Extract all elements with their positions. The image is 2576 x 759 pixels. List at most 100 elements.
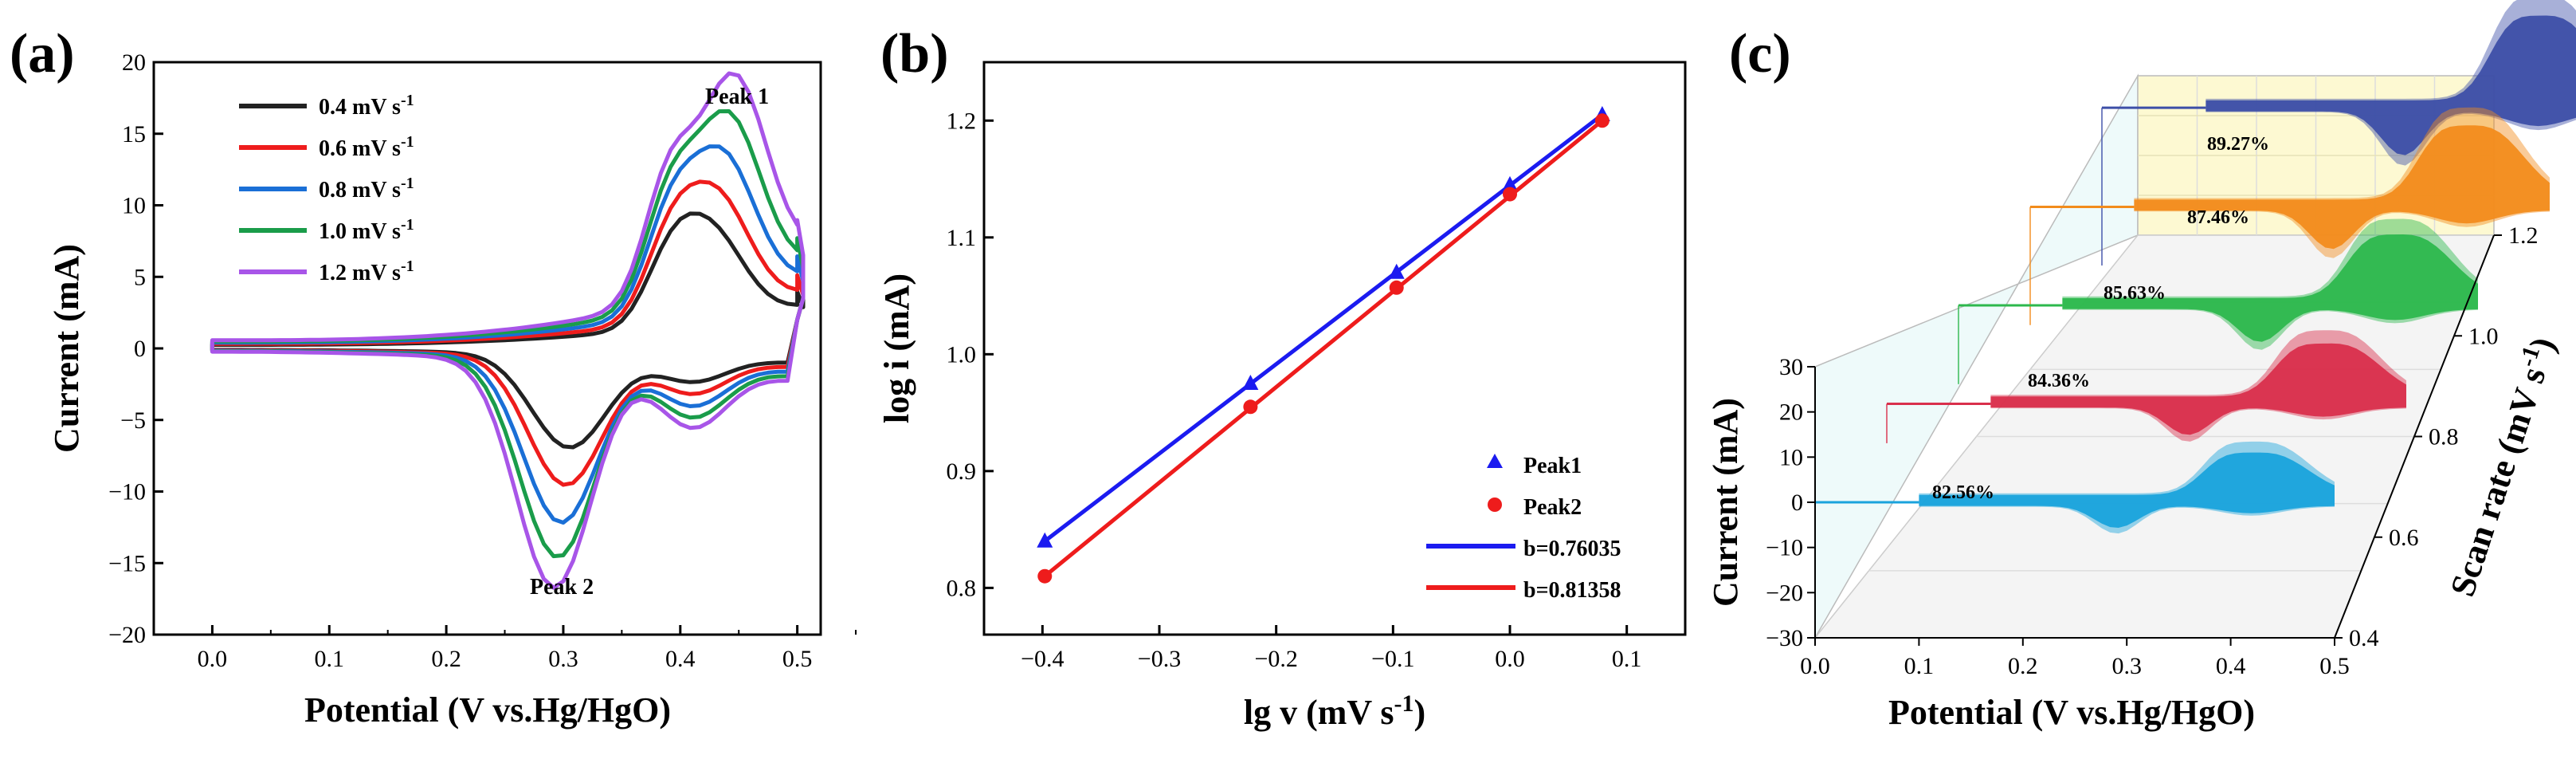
- slice-inner-3: [2134, 125, 2550, 250]
- panel-label-a: (a): [10, 23, 75, 85]
- percentage-label: 84.36%: [2028, 371, 2090, 391]
- percentage-label: 89.27%: [2207, 134, 2269, 155]
- fit-line-2: [1043, 119, 1604, 578]
- y-tick-label-b: 0.8: [947, 575, 977, 601]
- x-axis-label-a: Potential (V vs.Hg/HgO): [304, 690, 671, 730]
- percentage-label: 82.56%: [1932, 482, 1994, 503]
- y-tick-label-c: 10: [1779, 444, 1803, 470]
- x-tick-label-c: 0.5: [2319, 653, 2350, 679]
- panel-a: (a) 0.0 0.1 0.2 0.3 0.4 0.5 −20 −15 −10 −5 0 5 10 15 2…: [10, 23, 857, 730]
- x-tick-label-b: −0.4: [1021, 646, 1064, 672]
- y-tick-label-a: −10: [108, 479, 146, 505]
- legend-marker-b: [1488, 497, 1502, 512]
- peak1-marker: [1502, 175, 1518, 191]
- legend-label-a: 0.8 mV s-1: [319, 175, 414, 203]
- x-tick-label-b: 0.0: [1495, 646, 1525, 672]
- y-tick-label-c: −30: [1766, 625, 1803, 651]
- z-axis-label-c: Scan rate (mV s-1): [2440, 332, 2562, 601]
- peak2-marker: [1243, 399, 1258, 415]
- legend-label-b: Peak2: [1523, 495, 1582, 520]
- panel-b: (b) −0.4 −0.3 −0.2 −0.1 0.0 0.1 0.8 0.9 1.0 1.1 1.…: [877, 23, 1687, 733]
- x-tick-label-b: −0.1: [1371, 646, 1414, 672]
- y-tick-label-a: 5: [134, 264, 146, 290]
- slice-inner-1: [1990, 343, 2406, 435]
- legend-label-a: 0.6 mV s-1: [319, 133, 414, 161]
- y-tick-label-a: 15: [122, 121, 146, 147]
- y-tick-label-c: −20: [1766, 580, 1803, 606]
- area-slices: 89.27% 87.46% 85.63% 84.36% 82.56%: [1815, 0, 2576, 534]
- z-tick-label-c: 0.6: [2389, 525, 2419, 551]
- x-tick-label-c: 0.4: [2216, 653, 2246, 679]
- x-tick-label-b: 0.1: [1612, 646, 1642, 672]
- y-tick-label-b: 1.0: [947, 341, 977, 368]
- y-tick-label-a: 10: [122, 193, 146, 219]
- legend-label-a: 1.2 mV s-1: [319, 258, 414, 285]
- x-axis-label-c: Potential (V vs.Hg/HgO): [1888, 693, 2255, 732]
- z-tick-label-c: 0.4: [2349, 625, 2379, 651]
- legend-a: 0.4 mV s-1 0.6 mV s-1 0.8 mV s-1 1.0 mV s-1…: [239, 92, 414, 285]
- x-tick-label-a: 0.5: [782, 646, 813, 672]
- log-fit-data: [1037, 105, 1610, 584]
- slice-inner-2: [2062, 234, 2478, 342]
- legend-b: Peak1 Peak2 b=0.76035 b=0.81358: [1426, 454, 1621, 603]
- x-tick-label-c: 0.1: [1904, 653, 1935, 679]
- y-axis-label-a: Current (mA): [47, 244, 86, 453]
- peak1-marker: [1388, 263, 1405, 279]
- axis-ticks-a: 0.0 0.1 0.2 0.3 0.4 0.5 −20 −15 −10 −5 0 5 10 15 20: [108, 49, 857, 672]
- legend-label-b: b=0.76035: [1523, 537, 1621, 561]
- x-tick-label-a: 0.3: [548, 646, 578, 672]
- y-tick-label-c: 0: [1791, 490, 1803, 516]
- z-tick-label-c: 0.8: [2429, 424, 2459, 450]
- y-tick-label-a: −20: [108, 622, 146, 648]
- y-axis-label-c: Current (mA): [1706, 398, 1745, 607]
- panel-label-b: (b): [880, 23, 949, 85]
- panel-c: (c) 89.27% 87.46% 85.63% 84.36% 82.56% 0.0 0.…: [1706, 0, 2576, 732]
- y-tick-label-a: 20: [122, 49, 146, 76]
- y-tick-label-a: 0: [134, 336, 146, 362]
- z-tick-label-c: 1.0: [2468, 323, 2499, 349]
- y-tick-label-c: 20: [1779, 399, 1803, 426]
- x-tick-label-c: 0.3: [2111, 653, 2142, 679]
- legend-label-b: Peak1: [1523, 454, 1582, 478]
- x-axis-label-b: lg v (mV s-1): [1244, 690, 1425, 733]
- legend-label-a: 0.4 mV s-1: [319, 92, 414, 120]
- cv-curves: [210, 71, 806, 590]
- y-tick-label-b: 1.1: [947, 225, 977, 251]
- y-tick-label-c: 30: [1779, 354, 1803, 380]
- y-tick-label-b: 0.9: [947, 458, 977, 485]
- legend-label-b: b=0.81358: [1523, 578, 1621, 603]
- x-tick-label-c: 0.0: [1800, 653, 1830, 679]
- cv-curve-4: [210, 71, 806, 590]
- z-axis-line-c: [2334, 234, 2495, 639]
- x-tick-label-a: 0.1: [315, 646, 345, 672]
- x-tick-label-c: 0.2: [2008, 653, 2038, 679]
- y-tick-label-b: 1.2: [947, 108, 977, 134]
- peak1-marker: [1242, 374, 1259, 390]
- peak1-marker: [1037, 532, 1053, 548]
- y-axis-label-b: log i (mA): [877, 273, 916, 423]
- y-tick-label-c: −10: [1766, 535, 1803, 561]
- slice-inner-4: [2205, 15, 2576, 155]
- x-tick-label-a: 0.4: [665, 646, 696, 672]
- plot-frame-b: [982, 61, 1687, 636]
- y-tick-label-a: −15: [108, 550, 146, 576]
- z-tick-label-c: 1.2: [2508, 222, 2539, 249]
- x-tick-label-b: −0.2: [1254, 646, 1297, 672]
- fit-line-1: [1043, 112, 1604, 543]
- percentage-label: 87.46%: [2187, 207, 2249, 228]
- legend-marker-b: [1487, 454, 1503, 468]
- peak1-label: Peak 1: [705, 85, 769, 109]
- x-tick-label-a: 0.0: [198, 646, 228, 672]
- percentage-label: 85.63%: [2104, 283, 2166, 304]
- y-tick-label-a: −5: [120, 407, 146, 434]
- cv-curve-3: [210, 109, 806, 559]
- panel-label-c: (c): [1729, 23, 1791, 85]
- axis-ticks-b: −0.4 −0.3 −0.2 −0.1 0.0 0.1 0.8 0.9 1.0 1.1 1.2: [947, 108, 1642, 672]
- x-tick-label-a: 0.2: [431, 646, 461, 672]
- peak2-marker: [1594, 113, 1610, 128]
- x-tick-label-b: −0.3: [1138, 646, 1181, 672]
- slice-inner-0: [1919, 452, 2335, 528]
- legend-label-a: 1.0 mV s-1: [319, 216, 414, 244]
- peak2-marker: [1389, 280, 1404, 295]
